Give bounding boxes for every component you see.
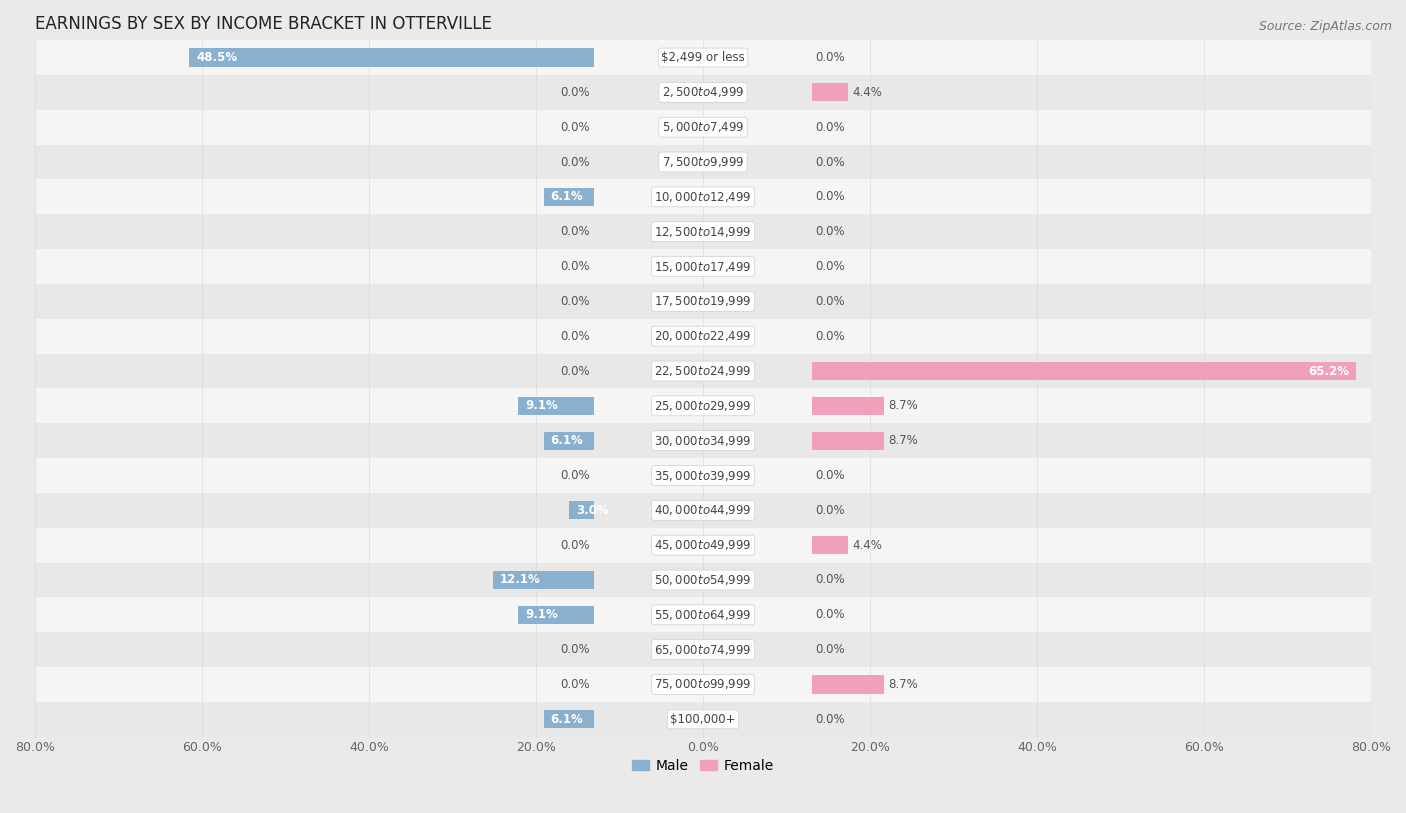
Text: $45,000 to $49,999: $45,000 to $49,999 xyxy=(654,538,752,552)
Text: $35,000 to $39,999: $35,000 to $39,999 xyxy=(654,468,752,482)
Bar xyxy=(494,571,595,589)
Text: 0.0%: 0.0% xyxy=(561,330,591,342)
Text: $15,000 to $17,499: $15,000 to $17,499 xyxy=(654,259,752,273)
Bar xyxy=(544,711,595,728)
Bar xyxy=(811,536,848,554)
Bar xyxy=(519,397,595,415)
Bar xyxy=(35,458,1371,493)
Bar xyxy=(190,49,595,67)
Bar xyxy=(35,563,1371,598)
Text: 8.7%: 8.7% xyxy=(889,399,918,412)
Bar xyxy=(519,606,595,624)
Text: 0.0%: 0.0% xyxy=(815,51,845,64)
Bar xyxy=(35,215,1371,249)
Text: 6.1%: 6.1% xyxy=(550,713,583,726)
Bar xyxy=(35,598,1371,633)
Text: 6.1%: 6.1% xyxy=(550,434,583,447)
Bar xyxy=(35,702,1371,737)
Text: $17,500 to $19,999: $17,500 to $19,999 xyxy=(654,294,752,308)
Bar xyxy=(35,180,1371,215)
Text: $12,500 to $14,999: $12,500 to $14,999 xyxy=(654,224,752,239)
Text: 65.2%: 65.2% xyxy=(1309,364,1350,377)
Text: 9.1%: 9.1% xyxy=(526,608,558,621)
Text: $2,500 to $4,999: $2,500 to $4,999 xyxy=(662,85,744,99)
Bar xyxy=(811,362,1355,380)
Text: 0.0%: 0.0% xyxy=(815,469,845,482)
Bar xyxy=(569,502,595,520)
Text: 9.1%: 9.1% xyxy=(526,399,558,412)
Text: 0.0%: 0.0% xyxy=(561,120,591,133)
Text: $2,499 or less: $2,499 or less xyxy=(661,51,745,64)
Text: 0.0%: 0.0% xyxy=(815,155,845,168)
Text: $20,000 to $22,499: $20,000 to $22,499 xyxy=(654,329,752,343)
Text: 0.0%: 0.0% xyxy=(815,330,845,342)
Bar xyxy=(544,188,595,206)
Bar xyxy=(544,432,595,450)
Bar xyxy=(35,40,1371,75)
Text: $25,000 to $29,999: $25,000 to $29,999 xyxy=(654,399,752,413)
Text: 0.0%: 0.0% xyxy=(815,504,845,517)
Text: $65,000 to $74,999: $65,000 to $74,999 xyxy=(654,642,752,657)
Text: 0.0%: 0.0% xyxy=(815,260,845,273)
Text: 0.0%: 0.0% xyxy=(561,225,591,238)
Text: Source: ZipAtlas.com: Source: ZipAtlas.com xyxy=(1258,20,1392,33)
Text: 0.0%: 0.0% xyxy=(561,678,591,691)
Bar xyxy=(811,676,884,693)
Bar xyxy=(811,83,848,102)
Text: 0.0%: 0.0% xyxy=(815,608,845,621)
Bar xyxy=(35,493,1371,528)
Bar xyxy=(35,145,1371,180)
Text: $75,000 to $99,999: $75,000 to $99,999 xyxy=(654,677,752,692)
Text: $100,000+: $100,000+ xyxy=(671,713,735,726)
Bar xyxy=(35,389,1371,424)
Text: $40,000 to $44,999: $40,000 to $44,999 xyxy=(654,503,752,517)
Text: 3.0%: 3.0% xyxy=(576,504,609,517)
Text: 0.0%: 0.0% xyxy=(815,295,845,308)
Text: 0.0%: 0.0% xyxy=(815,120,845,133)
Bar xyxy=(35,667,1371,702)
Text: 8.7%: 8.7% xyxy=(889,678,918,691)
Text: 0.0%: 0.0% xyxy=(815,225,845,238)
Text: 0.0%: 0.0% xyxy=(561,469,591,482)
Bar xyxy=(35,284,1371,319)
Text: 0.0%: 0.0% xyxy=(561,364,591,377)
Text: 48.5%: 48.5% xyxy=(197,51,238,64)
Text: 0.0%: 0.0% xyxy=(561,295,591,308)
Text: 6.1%: 6.1% xyxy=(550,190,583,203)
Text: 0.0%: 0.0% xyxy=(561,643,591,656)
Bar xyxy=(35,75,1371,110)
Text: $22,500 to $24,999: $22,500 to $24,999 xyxy=(654,364,752,378)
Text: 0.0%: 0.0% xyxy=(815,713,845,726)
Text: 0.0%: 0.0% xyxy=(561,86,591,99)
Text: $30,000 to $34,999: $30,000 to $34,999 xyxy=(654,433,752,448)
Text: $10,000 to $12,499: $10,000 to $12,499 xyxy=(654,190,752,204)
Bar xyxy=(35,528,1371,563)
Text: $55,000 to $64,999: $55,000 to $64,999 xyxy=(654,608,752,622)
Bar xyxy=(35,633,1371,667)
Text: 0.0%: 0.0% xyxy=(561,260,591,273)
Text: 0.0%: 0.0% xyxy=(561,539,591,552)
Text: 4.4%: 4.4% xyxy=(852,539,883,552)
Bar xyxy=(35,424,1371,458)
Text: 0.0%: 0.0% xyxy=(815,190,845,203)
Text: 0.0%: 0.0% xyxy=(561,155,591,168)
Bar xyxy=(35,354,1371,389)
Bar xyxy=(35,110,1371,145)
Legend: Male, Female: Male, Female xyxy=(627,754,779,779)
Bar xyxy=(35,249,1371,284)
Text: 12.1%: 12.1% xyxy=(501,573,541,586)
Text: 0.0%: 0.0% xyxy=(815,643,845,656)
Text: EARNINGS BY SEX BY INCOME BRACKET IN OTTERVILLE: EARNINGS BY SEX BY INCOME BRACKET IN OTT… xyxy=(35,15,492,33)
Text: $5,000 to $7,499: $5,000 to $7,499 xyxy=(662,120,744,134)
Text: 0.0%: 0.0% xyxy=(815,573,845,586)
Bar xyxy=(811,432,884,450)
Bar xyxy=(35,319,1371,354)
Text: $7,500 to $9,999: $7,500 to $9,999 xyxy=(662,155,744,169)
Text: 8.7%: 8.7% xyxy=(889,434,918,447)
Text: $50,000 to $54,999: $50,000 to $54,999 xyxy=(654,573,752,587)
Text: 4.4%: 4.4% xyxy=(852,86,883,99)
Bar xyxy=(811,397,884,415)
